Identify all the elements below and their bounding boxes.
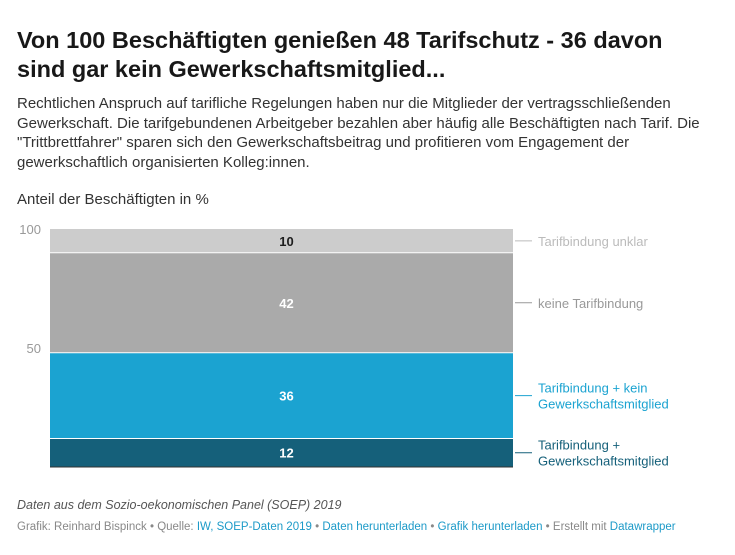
legend-label-line: Tarifbindung + — [538, 438, 620, 453]
legend-label-line: keine Tarifbindung — [538, 296, 643, 311]
bar-segment — [50, 252, 513, 353]
credit-text: Grafik: Reinhard Bispinck — [17, 521, 147, 533]
y-tick-label: 100 — [19, 222, 41, 237]
download-data-link[interactable]: Daten herunterladen — [322, 521, 428, 533]
legend-label-line: Tarifbindung + kein — [538, 381, 648, 396]
made-with-text: Erstellt mit — [552, 521, 607, 533]
footer-separator: • — [315, 521, 320, 533]
legend-label: keine Tarifbindung — [538, 296, 643, 311]
y-tick-label: 50 — [27, 341, 41, 356]
footer-separator: • — [430, 521, 435, 533]
legend-label: Tarifbindung + Gewerkschaftsmitglied — [538, 438, 669, 469]
chart-notes: Daten aus dem Sozio-oekonomischen Panel … — [17, 498, 342, 512]
bar-segment — [50, 438, 513, 467]
legend-label-line: Gewerkschaftsmitglied — [538, 454, 669, 469]
data-label: 12 — [279, 446, 293, 461]
chart-title: Von 100 Beschäftigten genießen 48 Tarifs… — [17, 27, 663, 82]
chart-footer: Grafik: Reinhard Bispinck • Quelle: IW, … — [17, 521, 676, 533]
chart-subtitle: Rechtlichen Anspruch auf tarifliche Rege… — [17, 95, 700, 171]
legend-label-line: Tarifbindung unklar — [538, 234, 649, 249]
source-label: Quelle: — [157, 521, 194, 533]
download-image-link[interactable]: Grafik herunterladen — [437, 521, 543, 533]
legend-label-line: Gewerkschaftsmitglied — [538, 397, 669, 412]
footer-separator: • — [149, 521, 154, 533]
bar-segment — [50, 229, 513, 253]
data-label: 36 — [279, 389, 293, 404]
bar-segment — [50, 352, 513, 439]
footer-separator: • — [545, 521, 550, 533]
source-link[interactable]: IW, SOEP-Daten 2019 — [196, 521, 312, 533]
y-axis-title: Anteil der Beschäftigten in % — [17, 191, 209, 208]
data-label: 10 — [279, 234, 293, 249]
legend-label: Tarifbindung + kein Gewerkschaftsmitglied — [538, 381, 669, 412]
datawrapper-link[interactable]: Datawrapper — [609, 521, 676, 533]
data-label: 42 — [279, 296, 293, 311]
legend-label: Tarifbindung unklar — [538, 234, 649, 249]
